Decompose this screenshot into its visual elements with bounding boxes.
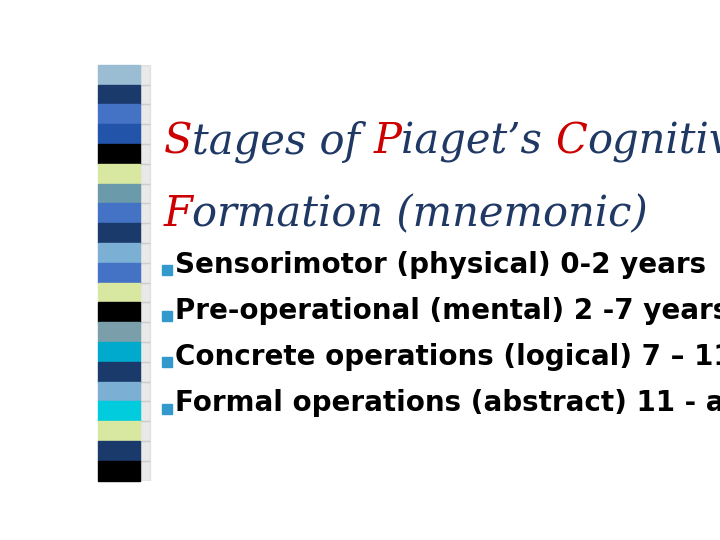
Bar — [140, 243, 150, 263]
Bar — [162, 403, 172, 414]
Bar — [140, 124, 150, 144]
Bar — [98, 104, 140, 124]
Bar — [98, 342, 140, 362]
Bar — [98, 421, 140, 441]
Bar — [140, 421, 150, 441]
Text: F: F — [163, 193, 192, 235]
Bar — [98, 85, 140, 104]
Bar — [98, 362, 140, 382]
Bar — [98, 282, 140, 302]
Bar — [140, 164, 150, 184]
Bar — [98, 401, 140, 421]
Text: Pre-operational (mental) 2 -7 years: Pre-operational (mental) 2 -7 years — [175, 297, 720, 325]
Text: ormation (mnemonic): ormation (mnemonic) — [192, 193, 648, 235]
Bar — [98, 302, 140, 322]
Bar — [140, 282, 150, 302]
Bar — [140, 461, 150, 481]
Text: S: S — [163, 120, 192, 163]
Bar — [140, 302, 150, 322]
Bar — [98, 204, 140, 223]
Bar — [140, 342, 150, 362]
Bar — [98, 65, 140, 85]
Bar — [140, 204, 150, 223]
Bar — [140, 223, 150, 243]
Bar — [140, 441, 150, 461]
Bar — [140, 104, 150, 124]
Bar — [98, 144, 140, 164]
Text: iaget’s: iaget’s — [401, 121, 555, 163]
Bar — [162, 265, 172, 275]
Text: Concrete operations (logical) 7 – 11 years: Concrete operations (logical) 7 – 11 yea… — [175, 343, 720, 371]
Text: ognitive: ognitive — [588, 121, 720, 163]
Bar — [98, 223, 140, 243]
Bar — [98, 243, 140, 263]
Bar — [98, 164, 140, 184]
Text: tages of: tages of — [192, 120, 373, 163]
Text: P: P — [373, 120, 401, 163]
Bar — [98, 263, 140, 282]
Text: Sensorimotor (physical) 0-2 years: Sensorimotor (physical) 0-2 years — [175, 251, 706, 279]
Bar — [98, 441, 140, 461]
Bar — [98, 382, 140, 401]
Bar — [140, 85, 150, 104]
Bar — [162, 357, 172, 367]
Bar — [140, 401, 150, 421]
Text: C: C — [555, 120, 588, 163]
Bar — [140, 322, 150, 342]
Bar — [140, 144, 150, 164]
Bar — [140, 382, 150, 401]
Bar — [98, 184, 140, 204]
Bar — [140, 263, 150, 282]
Bar — [98, 124, 140, 144]
Bar — [140, 362, 150, 382]
Bar — [98, 322, 140, 342]
Bar — [162, 311, 172, 321]
Text: Formal operations (abstract) 11 - adult: Formal operations (abstract) 11 - adult — [175, 389, 720, 417]
Bar — [98, 461, 140, 481]
Bar — [140, 65, 150, 85]
Bar — [140, 184, 150, 204]
